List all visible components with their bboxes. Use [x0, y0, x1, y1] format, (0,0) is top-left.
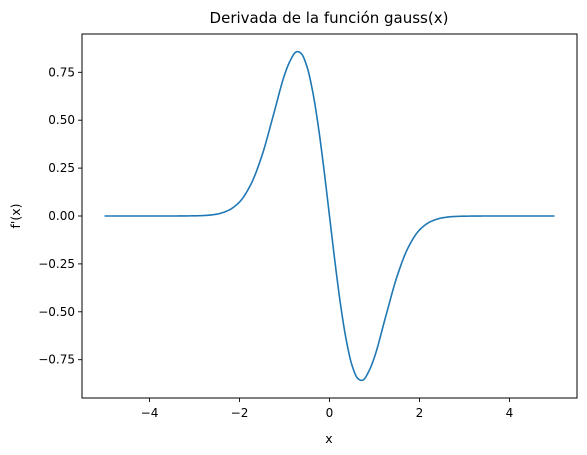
- y-tick-label: −0.50: [38, 305, 75, 319]
- x-tick-label: −4: [141, 406, 159, 420]
- plot-frame: [81, 33, 578, 399]
- x-tick-label: −2: [231, 406, 249, 420]
- chart-title: Derivada de la función gauss(x): [210, 9, 449, 27]
- y-tick-label: 0.25: [48, 161, 75, 175]
- x-axis-label: x: [325, 431, 332, 446]
- series-line: [104, 50, 555, 382]
- y-tick-label: 0.00: [48, 209, 75, 223]
- y-tick-label: 0.50: [48, 113, 75, 127]
- x-tick-label: 4: [506, 406, 514, 420]
- x-tick-label: 2: [416, 406, 424, 420]
- marks-layer: [104, 50, 555, 382]
- x-tick-label: 0: [326, 406, 334, 420]
- y-tick-label: −0.75: [38, 353, 75, 367]
- x-axis: −4 −2 0 2 4: [141, 398, 514, 420]
- y-tick-label: −0.25: [38, 257, 75, 271]
- y-tick-label: 0.75: [48, 65, 75, 79]
- y-axis-label: f'(x): [8, 204, 23, 229]
- y-axis: 0.75 0.50 0.25 0.00 −0.25 −0.50 −0.75: [38, 65, 82, 367]
